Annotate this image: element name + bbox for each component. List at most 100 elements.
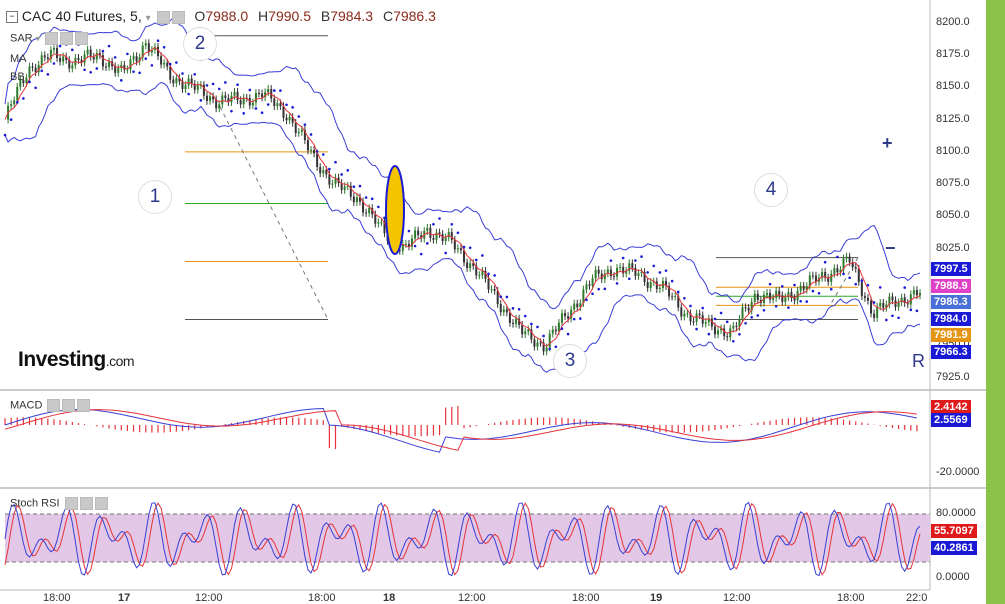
candle-body	[490, 289, 493, 291]
candle-body	[319, 166, 322, 174]
candle-body	[426, 227, 429, 231]
zoom-in-button[interactable]: +	[882, 133, 893, 153]
candle-body	[897, 302, 900, 307]
candle-body	[689, 313, 692, 322]
sar-dot	[683, 296, 686, 300]
candle-body	[420, 235, 423, 239]
gear-icon[interactable]	[60, 32, 74, 45]
candle-body	[836, 268, 839, 273]
settings-icon[interactable]	[156, 10, 170, 24]
reset-button[interactable]: R	[912, 351, 925, 371]
indicator-stoch-rsi[interactable]: Stoch RSI	[10, 497, 108, 510]
sar-dot	[52, 62, 56, 65]
close-icon[interactable]	[77, 399, 91, 412]
wave-label-4[interactable]: 4	[754, 173, 788, 207]
sar-dot	[793, 283, 796, 287]
candle-body	[814, 275, 817, 282]
sar-dot	[407, 229, 411, 233]
price-tag: 7986.3	[931, 295, 971, 309]
highlight-ellipse[interactable]	[385, 165, 405, 255]
sar-dot	[352, 185, 356, 189]
sar-dot	[536, 325, 539, 329]
gear-icon[interactable]	[62, 399, 76, 412]
moving-average	[4, 46, 921, 347]
candle-body	[288, 117, 291, 121]
candle-body	[484, 270, 487, 279]
candle-body	[597, 269, 600, 274]
candle-body	[808, 275, 811, 287]
eye-icon[interactable]	[64, 497, 78, 510]
sar-dot	[450, 223, 454, 226]
sar-dot	[713, 317, 717, 321]
candle-body	[104, 66, 107, 68]
sar-dot	[260, 111, 264, 115]
close-icon[interactable]	[75, 32, 89, 45]
eye-icon[interactable]	[47, 399, 61, 412]
wave-label-1[interactable]: 1	[138, 180, 172, 214]
stoch-k-line	[4, 501, 921, 577]
candle-body	[459, 248, 462, 251]
gear-icon[interactable]	[79, 497, 93, 510]
candle-body	[303, 129, 306, 141]
sar-dot	[168, 62, 172, 66]
candle-body	[456, 248, 459, 250]
candle-body	[362, 201, 365, 213]
fib-retracement-right[interactable]	[716, 257, 858, 321]
candle-body	[839, 269, 842, 273]
candle-body	[527, 329, 530, 332]
sar-dot	[156, 39, 160, 43]
candle-body	[414, 230, 417, 239]
gear-icon[interactable]	[171, 10, 185, 24]
price-tick-label: 8075.0	[936, 177, 970, 190]
candle-body	[821, 272, 824, 278]
candle-body	[707, 318, 710, 323]
candle-body	[199, 84, 202, 86]
trend-dashed-line[interactable]	[219, 106, 329, 320]
candle-body	[603, 273, 606, 280]
bollinger-bands	[4, 17, 921, 376]
candle-body	[769, 292, 772, 300]
close-icon[interactable]	[94, 497, 108, 510]
signal-line	[4, 409, 917, 451]
candle-body	[282, 106, 285, 118]
wave-label-3[interactable]: 3	[553, 344, 587, 378]
sar-dot	[205, 84, 209, 87]
indicator-sar[interactable]: SAR ▾	[10, 32, 89, 45]
candle-body	[906, 303, 909, 305]
eye-icon[interactable]	[45, 32, 59, 45]
candle-body	[622, 266, 625, 274]
candle-body	[404, 243, 407, 245]
candle-body	[383, 222, 386, 234]
candle-body	[637, 273, 640, 276]
candle-body	[52, 48, 55, 50]
sar-dot	[780, 285, 784, 288]
candle-body	[129, 59, 132, 70]
candle-body	[175, 78, 178, 84]
sar-dot	[9, 118, 13, 121]
collapse-icon[interactable]: −	[6, 11, 18, 24]
sar-dot	[101, 49, 105, 53]
indicator-macd[interactable]: MACD	[10, 399, 91, 412]
candle-body	[371, 208, 374, 215]
candle-body	[16, 86, 19, 101]
chevron-down-icon[interactable]: ▾	[145, 13, 151, 24]
candle-body	[496, 290, 499, 304]
price-tick-label: 8050.0	[936, 209, 970, 222]
candle-body	[150, 49, 153, 53]
indicator-bb[interactable]: BB	[10, 71, 25, 83]
macd-line	[4, 407, 917, 453]
candle-body	[625, 270, 628, 274]
candle-body	[674, 296, 677, 298]
candle-body	[912, 290, 915, 295]
candle-body	[310, 149, 313, 151]
sar-dot	[866, 283, 870, 287]
wave-label-2[interactable]: 2	[183, 27, 217, 61]
zoom-out-button[interactable]: −	[885, 238, 896, 258]
candle-body	[322, 169, 325, 174]
indicator-ma[interactable]: MA	[10, 53, 27, 65]
symbol-title[interactable]: CAC 40 Futures, 5,	[21, 8, 142, 24]
candle-body	[355, 197, 358, 203]
chevron-down-icon[interactable]: ▾	[35, 33, 41, 44]
fib-retracement-left[interactable]	[185, 35, 328, 321]
